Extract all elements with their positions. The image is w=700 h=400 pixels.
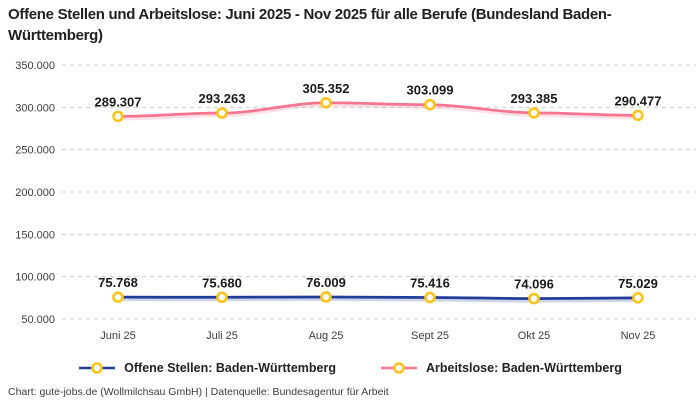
data-point-marker-arbeitslose-baden-w-rttemberg[interactable]	[320, 97, 332, 109]
chart-source-attribution: Chart: gute-jobs.de (Wollmilchsau GmbH) …	[8, 386, 389, 398]
data-point-marker-arbeitslose-baden-w-rttemberg[interactable]	[528, 107, 540, 119]
data-point-label-arbeitslose-baden-w-rttemberg: 303.099	[407, 83, 454, 98]
data-point-label-arbeitslose-baden-w-rttemberg: 293.263	[199, 91, 246, 106]
data-point-label-arbeitslose-baden-w-rttemberg: 290.477	[615, 93, 662, 108]
data-point-marker-offene-stellen-baden-w-rttemberg[interactable]	[424, 291, 436, 304]
data-point-marker-arbeitslose-baden-w-rttemberg[interactable]	[424, 98, 436, 111]
series-line-arbeitslose-baden-w-rttemberg	[116, 101, 640, 118]
y-axis-tick-label: 250.000	[15, 145, 55, 157]
y-axis-tick-label: 150.000	[15, 229, 55, 241]
legend-label-arbeitslose: Arbeitslose: Baden-Württemberg	[425, 361, 622, 375]
data-point-marker-offene-stellen-baden-w-rttemberg[interactable]	[112, 291, 124, 303]
x-axis-tick-label: Nov 25	[621, 330, 656, 342]
chart-title: Offene Stellen und Arbeitslose: Juni 202…	[8, 6, 612, 44]
series-line-shadow-arbeitslose-baden-w-rttemberg	[117, 103, 639, 121]
data-point-marker-arbeitslose-baden-w-rttemberg[interactable]	[216, 107, 228, 119]
legend-item-offene-stellen[interactable]: Offene Stellen: Baden-Württemberg	[78, 361, 336, 375]
data-point-label-arbeitslose-baden-w-rttemberg: 305.352	[303, 81, 350, 96]
y-axis-tick-label: 350.000	[15, 60, 55, 72]
data-point-label-offene-stellen-baden-w-rttemberg: 75.029	[618, 276, 658, 291]
series-line-offene-stellen-baden-w-rttemberg	[116, 295, 640, 300]
data-point-label-arbeitslose-baden-w-rttemberg: 289.307	[95, 94, 142, 109]
legend-swatch-line-marker-icon	[380, 362, 417, 374]
data-point-marker-offene-stellen-baden-w-rttemberg[interactable]	[528, 292, 540, 305]
y-axis-tick-label: 200.000	[15, 187, 55, 199]
legend-marker-icon	[91, 362, 103, 374]
y-axis-tick-label: 100.000	[15, 272, 55, 284]
x-axis-tick-label: Juni 25	[100, 330, 135, 342]
data-point-label-offene-stellen-baden-w-rttemberg: 75.768	[98, 275, 138, 290]
y-axis-tick-label: 300.000	[15, 102, 55, 114]
data-point-marker-offene-stellen-baden-w-rttemberg[interactable]	[632, 292, 644, 304]
x-axis-tick-label: Juli 25	[206, 330, 238, 342]
legend-item-arbeitslose[interactable]: Arbeitslose: Baden-Württemberg	[380, 361, 622, 375]
x-axis-tick-label: Okt 25	[518, 330, 550, 342]
legend-marker-icon	[393, 362, 405, 374]
data-point-marker-offene-stellen-baden-w-rttemberg[interactable]	[216, 291, 228, 304]
data-point-label-offene-stellen-baden-w-rttemberg: 76.009	[306, 275, 346, 290]
data-point-label-offene-stellen-baden-w-rttemberg: 74.096	[514, 277, 554, 292]
chart-legend: Offene Stellen: Baden-Württemberg Arbeit…	[0, 361, 700, 375]
legend-swatch-line-marker-icon	[79, 362, 116, 374]
data-point-label-offene-stellen-baden-w-rttemberg: 75.416	[410, 275, 450, 290]
x-axis-tick-label: Sept 25	[411, 330, 449, 342]
line-chart-canvas: 50.000 100.000 150.000 200.000 250.000 300.00…	[15, 60, 696, 342]
data-point-label-offene-stellen-baden-w-rttemberg: 75.680	[202, 275, 242, 290]
data-point-label-arbeitslose-baden-w-rttemberg: 293.385	[511, 91, 558, 106]
x-axis-tick-label: Aug 25	[309, 330, 344, 342]
data-point-marker-arbeitslose-baden-w-rttemberg[interactable]	[112, 110, 124, 123]
y-axis-tick-label: 50.000	[21, 314, 55, 326]
data-point-marker-arbeitslose-baden-w-rttemberg[interactable]	[632, 109, 644, 122]
data-point-marker-offene-stellen-baden-w-rttemberg[interactable]	[320, 291, 332, 303]
series-line-shadow-offene-stellen-baden-w-rttemberg	[117, 297, 639, 303]
legend-label-offene-stellen: Offene Stellen: Baden-Württemberg	[124, 361, 336, 375]
